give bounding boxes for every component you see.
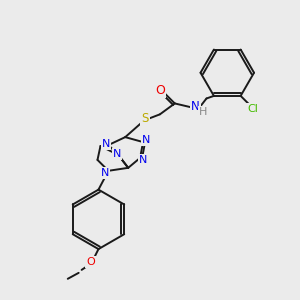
Text: N: N [191, 100, 200, 113]
Text: N: N [142, 135, 150, 145]
Text: N: N [113, 149, 122, 159]
Text: N: N [139, 155, 147, 165]
Text: H: H [199, 107, 208, 117]
Text: O: O [155, 84, 165, 97]
Text: S: S [141, 112, 149, 125]
Text: N: N [101, 168, 110, 178]
Text: N: N [102, 139, 111, 149]
Text: O: O [86, 257, 95, 267]
Text: Cl: Cl [247, 104, 258, 114]
